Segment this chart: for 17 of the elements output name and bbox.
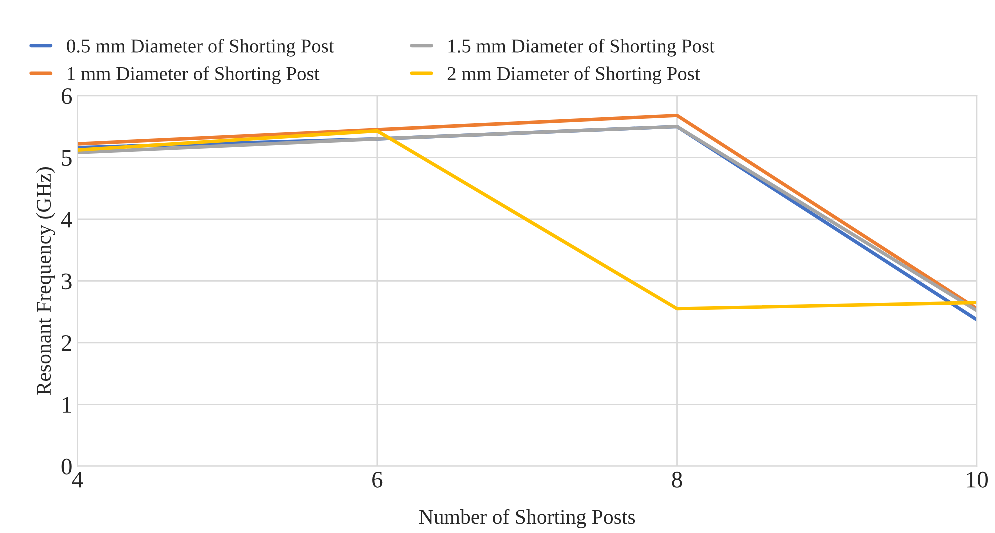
x-tick-label: 10 [967,472,988,488]
y-tick-label: 3 [62,274,72,290]
y-tick-label: 6 [62,88,72,104]
y-tick-label: 4 [61,212,72,228]
legend-label: 1 mm Diameter of Shorting Post [68,66,320,84]
y-axis-title: Resonant Frequency (GHz) [36,168,56,396]
legend-label: 0.5 mm Diameter of Shorting Post [67,38,334,57]
y-tick-label: 1 [63,397,72,413]
y-tick-label: 0 [62,458,72,475]
legend-label: 2 mm Diameter of Shorting Post [448,66,700,84]
x-tick-label: 8 [672,472,682,488]
x-tick-label: 4 [72,472,84,488]
x-axis-title: Number of Shorting Posts [419,509,636,528]
y-tick-label: 5 [62,150,72,166]
legend-label: 1.5 mm Diameter of Shorting Post [448,38,715,57]
x-tick-label: 6 [372,472,383,488]
y-tick-label: 2 [62,335,72,352]
